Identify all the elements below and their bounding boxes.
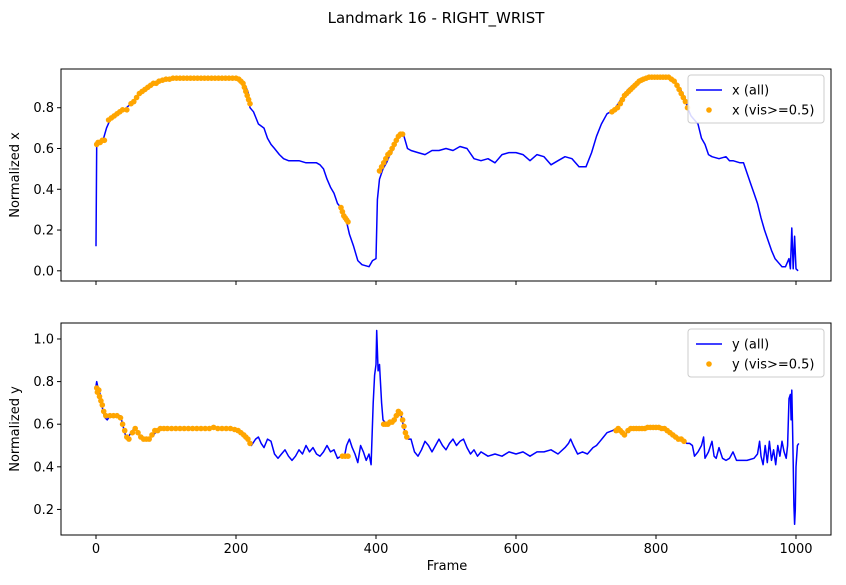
data-point bbox=[198, 425, 204, 432]
data-point bbox=[682, 98, 689, 105]
x-axes-frame bbox=[60, 68, 832, 282]
data-point bbox=[121, 427, 128, 434]
y-axes-frame bbox=[60, 322, 832, 536]
data-point bbox=[210, 424, 217, 431]
data-point bbox=[131, 98, 137, 105]
series-line-x-all- bbox=[95, 76, 799, 272]
data-point bbox=[117, 415, 124, 421]
y-tick-label: 0.6 bbox=[33, 418, 54, 433]
legend-box bbox=[687, 328, 825, 378]
data-point bbox=[345, 219, 351, 225]
legend-marker-swatch bbox=[706, 107, 712, 113]
x-tick-label: 1000 bbox=[779, 542, 812, 557]
data-point bbox=[98, 398, 104, 404]
data-point bbox=[219, 425, 225, 432]
data-point bbox=[100, 408, 107, 415]
data-point bbox=[391, 417, 398, 423]
data-point bbox=[393, 412, 400, 419]
data-point bbox=[119, 107, 126, 113]
legend-marker-swatch bbox=[706, 361, 712, 367]
y-tick-label: 0.2 bbox=[33, 503, 54, 518]
legend-box bbox=[687, 74, 825, 124]
x-panel-legend: x (all) x (vis>=0.5) bbox=[687, 74, 825, 124]
y-panel-ylabel: Normalized y bbox=[8, 386, 23, 472]
legend-label: x (vis>=0.5) bbox=[732, 104, 815, 119]
y-panel-xlabel: Frame bbox=[427, 559, 468, 574]
data-point bbox=[223, 425, 229, 432]
x-tick-label: 400 bbox=[364, 542, 389, 557]
x-panel-ylabel: Normalized x bbox=[8, 132, 23, 218]
data-point bbox=[164, 425, 171, 432]
data-point bbox=[399, 417, 406, 423]
data-point bbox=[671, 78, 677, 84]
data-point bbox=[146, 436, 152, 442]
data-point bbox=[177, 425, 183, 432]
data-point bbox=[245, 436, 251, 442]
figure-title: Landmark 16 - RIGHT_WRIST bbox=[328, 9, 546, 28]
data-point bbox=[129, 429, 136, 436]
y-tick-label: 1.0 bbox=[33, 332, 54, 347]
y-plot-area bbox=[93, 329, 800, 526]
data-point bbox=[247, 440, 253, 447]
legend-label: y (vis>=0.5) bbox=[732, 358, 815, 373]
data-point bbox=[173, 425, 179, 432]
data-point bbox=[133, 94, 140, 101]
y-tick-label: 0.8 bbox=[33, 375, 54, 390]
data-point bbox=[621, 432, 628, 438]
data-point bbox=[401, 423, 407, 430]
data-point bbox=[227, 425, 234, 432]
x-tick-label: 0 bbox=[92, 542, 100, 557]
data-point bbox=[185, 425, 192, 432]
data-point bbox=[126, 436, 132, 442]
x-panel-ticks: 0.0 0.2 0.4 0.6 0.8 bbox=[33, 101, 797, 285]
legend-label: x (all) bbox=[732, 84, 769, 99]
data-point bbox=[103, 412, 109, 419]
x-subplot: 0.0 0.2 0.4 0.6 0.8 Normalized x x (all) x (v… bbox=[8, 68, 832, 285]
data-point bbox=[135, 429, 141, 436]
data-point bbox=[149, 432, 155, 438]
data-point bbox=[189, 425, 196, 432]
data-point bbox=[247, 100, 253, 107]
data-point bbox=[399, 131, 406, 137]
x-plot-area bbox=[93, 74, 799, 272]
x-tick-label: 800 bbox=[644, 542, 669, 557]
y-subplot: 0 200 400 600 800 1000 0.2 0.4 0.6 0.8 1.0 Normali… bbox=[8, 322, 832, 574]
legend-label: y (all) bbox=[732, 338, 769, 353]
data-point bbox=[124, 107, 130, 113]
data-point bbox=[345, 453, 351, 460]
data-point bbox=[96, 393, 103, 400]
data-point bbox=[202, 425, 208, 432]
x-tick-label: 600 bbox=[504, 542, 529, 557]
data-point bbox=[119, 421, 126, 428]
data-point bbox=[404, 434, 410, 440]
data-point bbox=[206, 425, 213, 432]
y-panel-legend: y (all) y (vis>=0.5) bbox=[687, 328, 825, 378]
data-point bbox=[132, 425, 138, 432]
data-point bbox=[681, 438, 687, 445]
y-tick-label: 0.2 bbox=[33, 224, 54, 239]
x-tick-label: 200 bbox=[224, 542, 249, 557]
data-point bbox=[181, 425, 187, 432]
data-point bbox=[614, 104, 621, 111]
data-point bbox=[215, 425, 221, 432]
data-point bbox=[402, 429, 409, 436]
y-tick-label: 0.0 bbox=[33, 264, 54, 279]
data-point bbox=[194, 425, 200, 432]
y-tick-label: 0.8 bbox=[33, 101, 54, 116]
y-panel-ticks: 0 200 400 600 800 1000 0.2 0.4 0.6 0.8 1.0 bbox=[33, 332, 812, 557]
data-point bbox=[101, 137, 108, 144]
data-point bbox=[168, 425, 175, 432]
data-point bbox=[99, 402, 106, 408]
y-tick-label: 0.4 bbox=[33, 183, 54, 198]
data-point bbox=[96, 387, 102, 393]
y-tick-label: 0.4 bbox=[33, 460, 54, 475]
data-point bbox=[397, 410, 404, 417]
y-tick-label: 0.6 bbox=[33, 142, 54, 157]
